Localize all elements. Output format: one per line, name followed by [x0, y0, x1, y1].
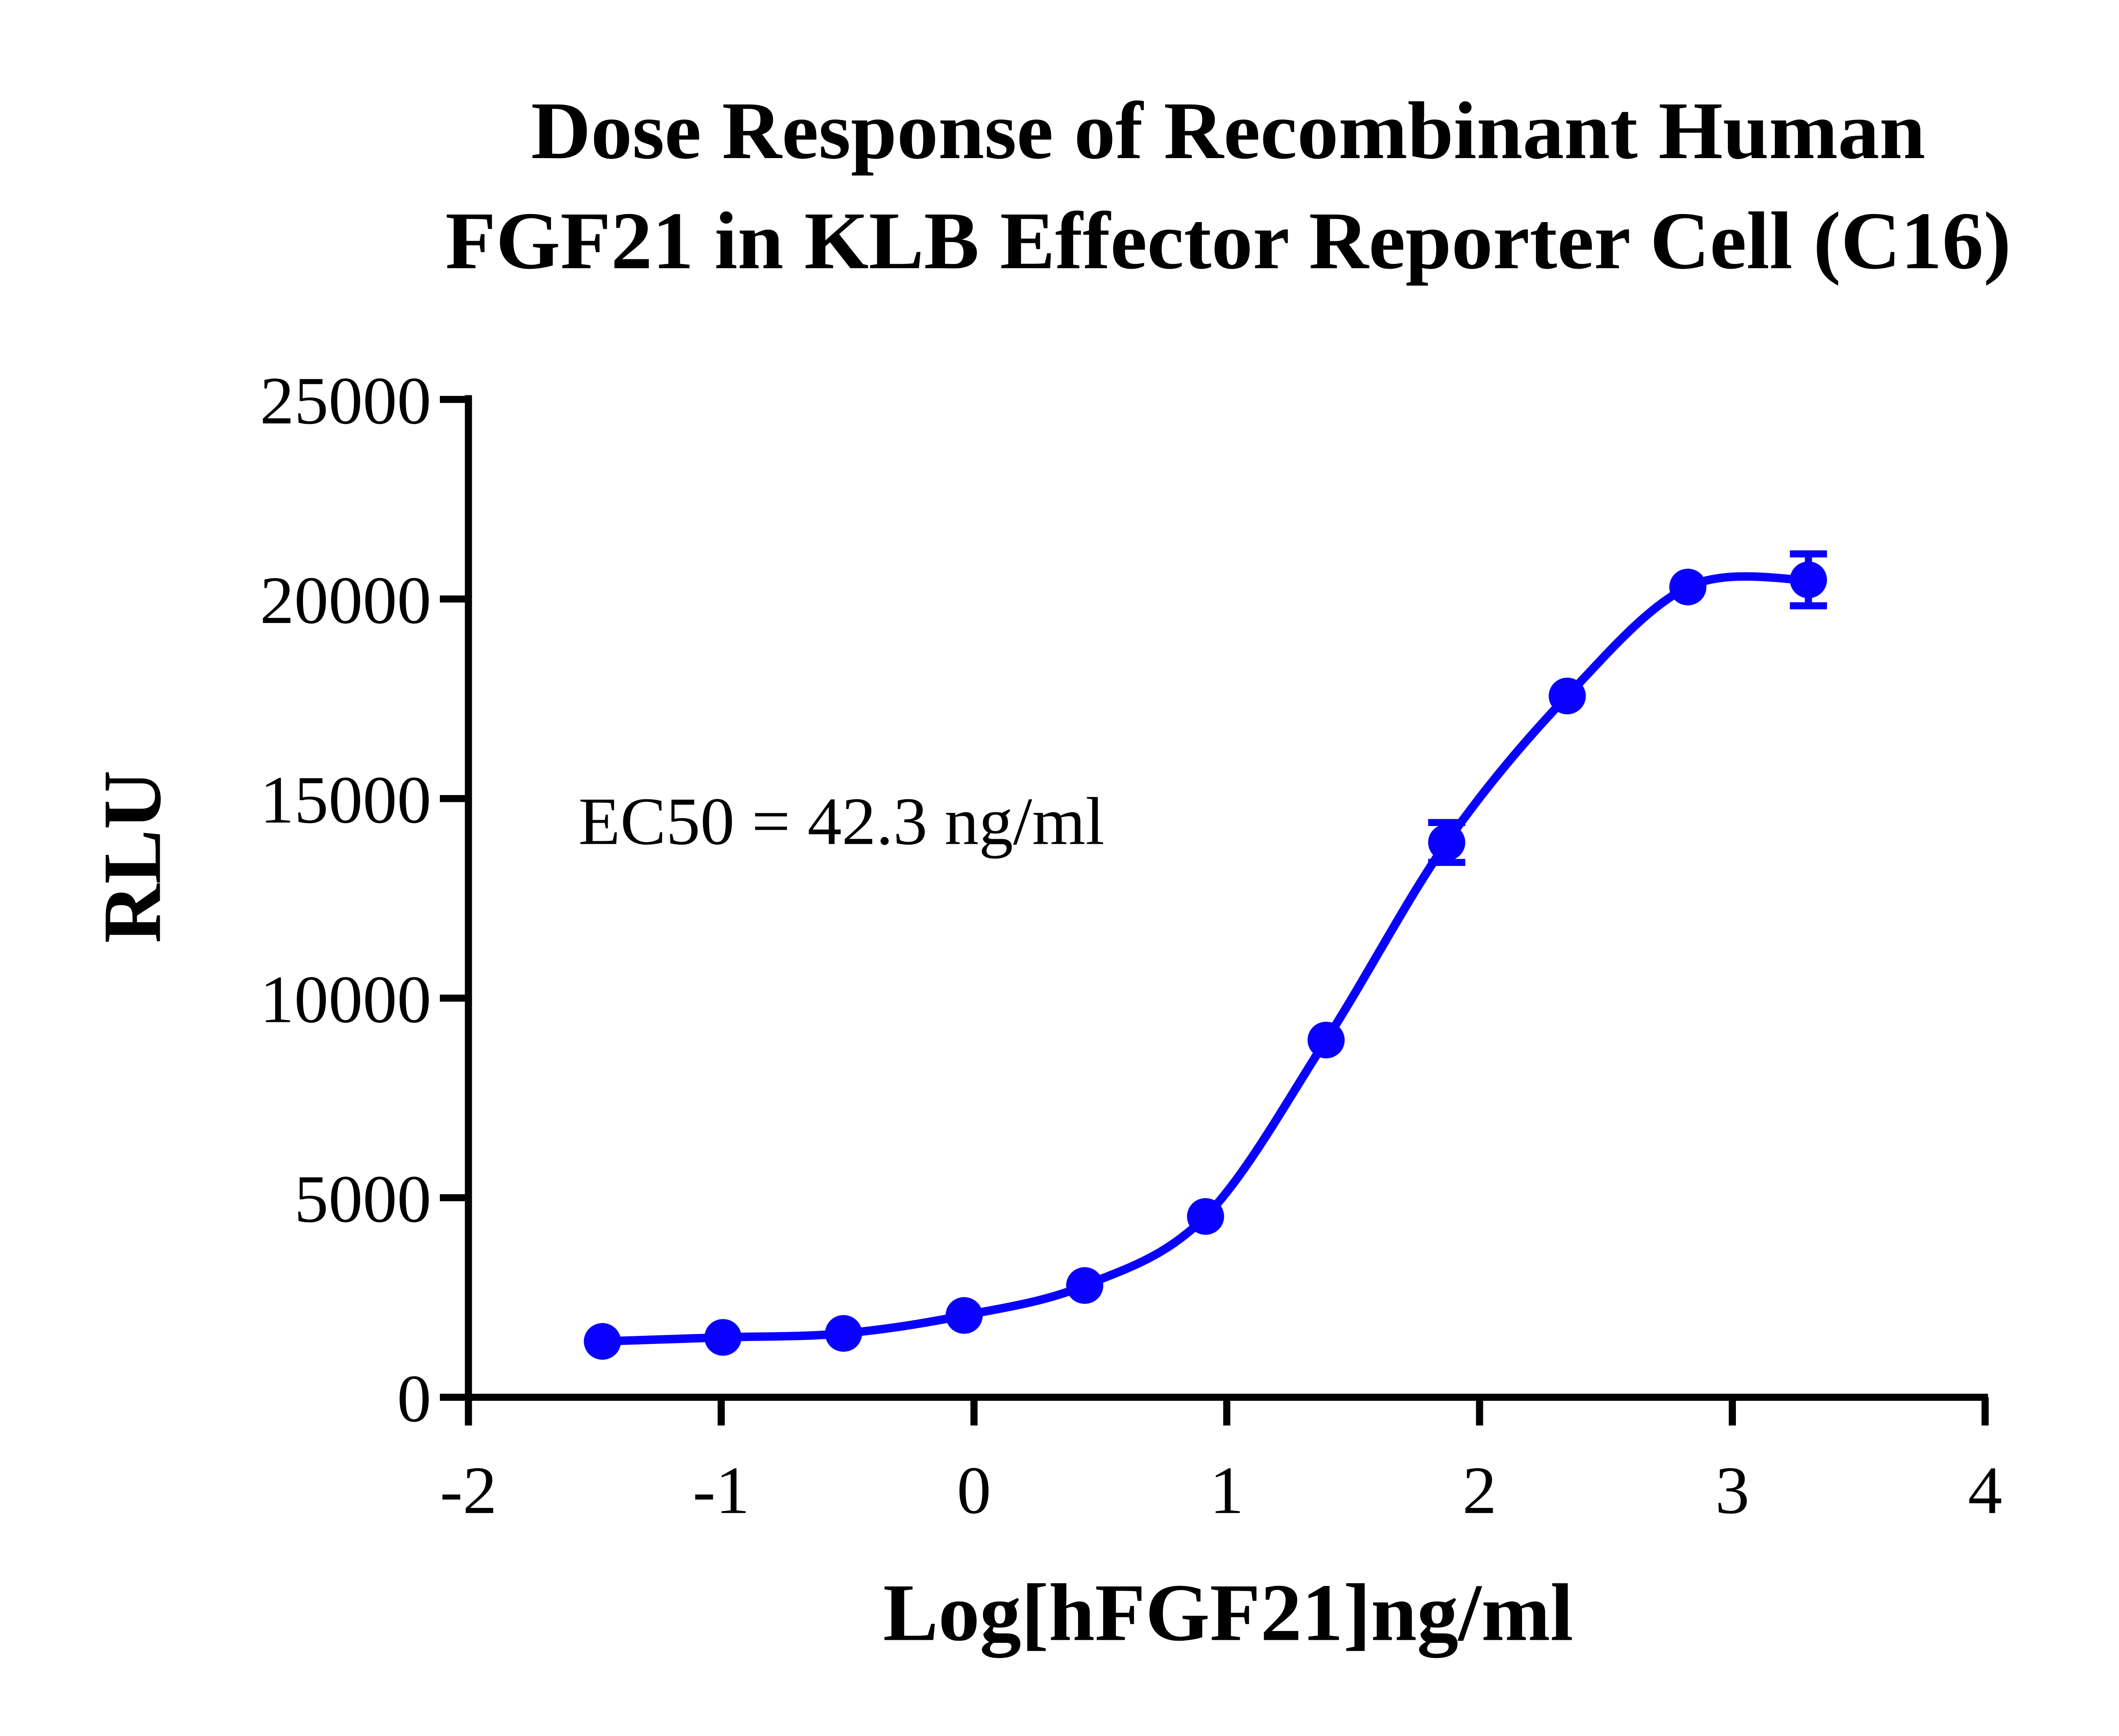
data-point [1669, 568, 1707, 606]
y-axis-title: RLU [86, 770, 178, 943]
data-point [1066, 1267, 1104, 1304]
data-point [825, 1315, 862, 1352]
x-tick-label: 0 [957, 1453, 991, 1528]
data-point [1549, 677, 1586, 715]
annotation: EC50 = 42.3 ng/ml [578, 784, 1104, 859]
data-point [1428, 824, 1466, 861]
y-tick-label: 15000 [260, 762, 431, 837]
x-axis-title: Log[hFGF21]ng/ml [883, 1568, 1574, 1658]
chart-title: Dose Response of Recombinant Human [531, 86, 1925, 176]
x-tick-label: -2 [440, 1453, 497, 1528]
x-tick-label: 4 [1968, 1453, 2002, 1528]
x-tick-label: 2 [1463, 1453, 1497, 1528]
y-tick-label: 20000 [260, 563, 431, 638]
chart-title: FGF21 in KLB Effector Reporter Cell (C16… [445, 196, 2011, 287]
y-tick-label: 0 [397, 1361, 431, 1436]
data-point [1187, 1198, 1224, 1235]
x-tick-label: 3 [1715, 1453, 1749, 1528]
data-point [1307, 1021, 1345, 1059]
y-tick-label: 25000 [260, 363, 431, 438]
data-point [1790, 561, 1827, 598]
data-point [945, 1297, 983, 1334]
y-tick-label: 10000 [260, 962, 431, 1037]
x-tick-label: 1 [1210, 1453, 1244, 1528]
data-point [584, 1323, 621, 1360]
x-tick-label: -1 [692, 1453, 750, 1528]
data-point [704, 1319, 742, 1356]
y-tick-label: 5000 [294, 1161, 431, 1236]
